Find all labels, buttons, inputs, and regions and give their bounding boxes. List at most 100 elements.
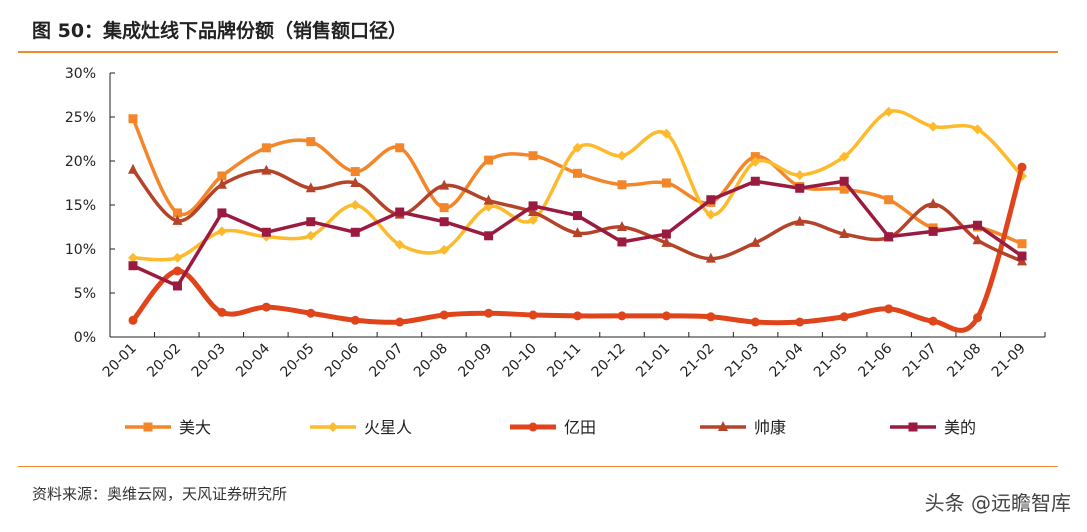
data-point	[305, 230, 316, 241]
data-point	[928, 226, 938, 236]
data-point	[573, 311, 582, 321]
data-point	[839, 312, 849, 322]
data-point	[350, 177, 361, 187]
data-point	[616, 150, 627, 161]
x-tick-label: 21-02	[678, 341, 718, 381]
data-point	[439, 179, 450, 190]
x-tick-label: 20-08	[411, 341, 451, 381]
data-point	[795, 183, 805, 193]
legend-label: 亿田	[564, 418, 596, 437]
data-point	[839, 184, 849, 194]
data-point	[883, 106, 894, 117]
line-chart: 0%5%10%15%20%25%30%20-01 20-02 20-03 20-04 2…	[65, 66, 1046, 437]
data-point	[705, 252, 716, 263]
data-point	[795, 317, 805, 327]
data-point	[395, 317, 405, 327]
legend-item: 火星人	[310, 418, 412, 437]
data-point	[217, 171, 227, 181]
data-point	[484, 155, 494, 165]
data-point	[839, 228, 850, 239]
data-point	[528, 201, 538, 211]
legend-marker	[528, 422, 538, 432]
data-point	[973, 220, 983, 230]
data-point	[972, 124, 983, 135]
data-point	[528, 206, 539, 217]
title-divider	[18, 51, 1058, 53]
data-point	[617, 311, 627, 321]
data-point	[172, 252, 183, 263]
x-tick-label: 20-06	[322, 340, 362, 380]
data-point	[661, 311, 671, 321]
legend-marker	[908, 422, 918, 432]
source-note: 资料来源：奥维云网，天风证券研究所	[32, 485, 288, 503]
data-point	[128, 252, 138, 263]
data-point	[217, 307, 227, 317]
data-point	[261, 227, 271, 237]
data-point	[839, 176, 849, 186]
data-point	[395, 143, 405, 153]
data-point	[661, 229, 671, 239]
x-tick-label: 20-05	[278, 341, 318, 381]
figure-title: 图 50：集成灶线下品牌份额（销售额口径）	[32, 20, 408, 42]
data-point	[661, 178, 671, 188]
series-line	[131, 118, 1023, 246]
data-point	[839, 151, 850, 162]
data-point	[617, 180, 627, 190]
data-point	[128, 315, 138, 325]
data-point	[439, 244, 450, 255]
legend-marker	[718, 421, 728, 431]
data-point	[128, 114, 138, 124]
data-point	[128, 261, 138, 271]
data-point	[706, 195, 716, 205]
data-point	[306, 137, 316, 147]
legend-label: 美大	[179, 418, 211, 437]
x-tick-label: 20-07	[366, 341, 406, 381]
data-point	[350, 200, 361, 210]
x-tick-label: 20-03	[189, 341, 229, 381]
data-point	[928, 316, 938, 326]
x-tick-label: 21-05	[811, 341, 851, 381]
legend-item: 帅康	[700, 418, 786, 437]
data-point	[928, 121, 939, 132]
x-tick-label: 21-08	[944, 341, 984, 381]
data-point	[350, 167, 360, 177]
x-tick-label: 21-04	[766, 340, 806, 380]
legend-label: 帅康	[754, 418, 786, 437]
data-point	[305, 182, 316, 193]
data-point	[484, 308, 494, 318]
data-point	[172, 266, 182, 276]
data-point	[439, 217, 449, 227]
legend-item: 亿田	[510, 418, 596, 437]
y-tick-label: 5%	[74, 286, 96, 302]
data-point	[973, 313, 983, 323]
data-point	[884, 195, 894, 205]
data-point	[616, 221, 627, 231]
data-point	[217, 208, 227, 218]
data-point	[572, 227, 583, 238]
watermark: 头条 @远瞻智库	[924, 491, 1071, 515]
data-point	[706, 312, 716, 322]
legend-label: 火星人	[364, 418, 412, 437]
data-point	[572, 142, 583, 153]
x-tick-label: 20-04	[233, 340, 273, 380]
y-tick-label: 30%	[65, 66, 96, 82]
data-point	[884, 304, 894, 314]
data-point	[172, 208, 182, 218]
y-tick-label: 0%	[74, 330, 96, 346]
data-point	[750, 156, 761, 167]
y-tick-label: 25%	[65, 110, 96, 126]
x-tick-label: 21-06	[855, 340, 895, 380]
y-tick-label: 10%	[65, 242, 96, 258]
data-point	[306, 308, 316, 318]
data-point	[528, 151, 538, 161]
data-point	[350, 227, 360, 237]
x-tick-label: 21-03	[722, 341, 762, 381]
x-tick-label: 20-11	[544, 341, 584, 381]
data-point	[439, 310, 449, 320]
data-point	[573, 211, 582, 221]
data-point	[528, 214, 539, 225]
x-tick-label: 21-01	[633, 341, 673, 381]
data-point	[794, 170, 805, 181]
legend-item: 美大	[125, 418, 211, 437]
x-tick-label: 21-07	[900, 341, 940, 381]
